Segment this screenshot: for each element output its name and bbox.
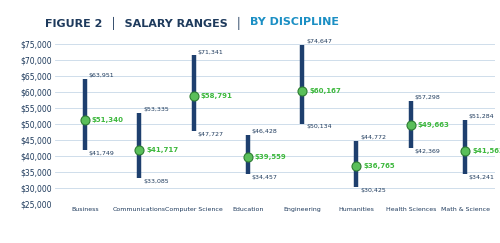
Text: $51,340: $51,340 (92, 117, 124, 123)
Text: $41,563: $41,563 (472, 148, 500, 154)
Text: $50,134: $50,134 (306, 124, 332, 130)
Text: $60,167: $60,167 (309, 88, 341, 94)
Text: $63,951: $63,951 (88, 73, 115, 78)
Text: $42,369: $42,369 (414, 149, 440, 154)
Text: $49,663: $49,663 (418, 122, 450, 128)
Text: $46,428: $46,428 (252, 130, 278, 134)
Text: $39,559: $39,559 (255, 154, 286, 160)
Text: $36,765: $36,765 (364, 163, 395, 169)
Text: $47,727: $47,727 (198, 132, 224, 137)
Text: $58,791: $58,791 (200, 93, 232, 99)
Text: $41,749: $41,749 (88, 151, 115, 156)
Text: $30,425: $30,425 (360, 188, 386, 193)
Text: $57,298: $57,298 (414, 95, 440, 100)
Text: $33,085: $33,085 (143, 179, 169, 184)
Text: $53,335: $53,335 (143, 107, 169, 112)
Text: $51,284: $51,284 (469, 114, 494, 119)
Text: BY DISCIPLINE: BY DISCIPLINE (250, 17, 339, 27)
Text: $74,647: $74,647 (306, 39, 332, 44)
Text: FIGURE 2  │  SALARY RANGES  │: FIGURE 2 │ SALARY RANGES │ (45, 17, 250, 30)
Text: $44,772: $44,772 (360, 135, 386, 140)
Text: $41,717: $41,717 (146, 148, 178, 154)
Text: $71,341: $71,341 (198, 50, 223, 54)
Text: $34,457: $34,457 (252, 175, 278, 180)
Text: $34,241: $34,241 (469, 175, 495, 181)
